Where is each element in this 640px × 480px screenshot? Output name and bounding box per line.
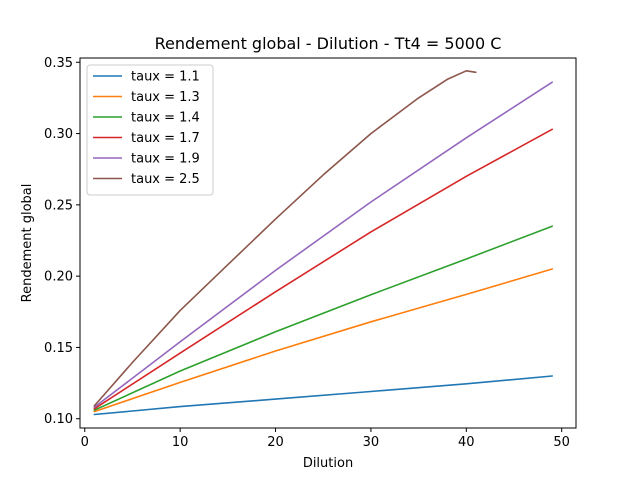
legend: taux = 1.1 taux = 1.3 taux = 1.4 taux = 1.7… xyxy=(86,64,214,196)
legend-label: taux = 1.4 xyxy=(131,111,200,126)
series-line-1 xyxy=(93,375,554,416)
x-axis-title: Dilution xyxy=(303,456,353,471)
y-tick-label: 0.10 xyxy=(44,412,73,427)
y-tick-label: 0.15 xyxy=(44,341,73,356)
series-line-3 xyxy=(93,225,554,412)
y-tick-label: 0.35 xyxy=(44,56,73,71)
series-line-6 xyxy=(93,70,477,407)
series-line-2 xyxy=(93,268,554,413)
legend-label: taux = 1.9 xyxy=(131,152,200,167)
series-line-4 xyxy=(93,128,554,410)
series-layer xyxy=(93,70,554,416)
x-tick-label: 20 xyxy=(267,435,284,450)
x-tick-label: 0 xyxy=(81,435,89,450)
x-tick-label: 40 xyxy=(458,435,475,450)
legend-label: taux = 2.5 xyxy=(131,172,200,187)
legend-label: taux = 1.7 xyxy=(131,131,200,146)
chart-title: Rendement global - Dilution - Tt4 = 5000… xyxy=(155,34,502,53)
y-tick-label: 0.25 xyxy=(44,198,73,213)
ticks-layer: 0 10 20 30 40 50 0.10 0.15 0.20 0.25 0.30 0.35 xyxy=(44,56,570,450)
plot-frame xyxy=(79,57,577,429)
legend-label: taux = 1.3 xyxy=(131,90,200,105)
x-tick-label: 10 xyxy=(172,435,189,450)
legend-frame xyxy=(86,64,214,196)
y-tick-label: 0.20 xyxy=(44,270,73,285)
x-tick-label: 30 xyxy=(363,435,380,450)
x-tick-label: 50 xyxy=(553,435,570,450)
y-tick-label: 0.30 xyxy=(44,127,73,142)
y-axis-title: Rendement global xyxy=(20,184,35,303)
legend-label: taux = 1.1 xyxy=(131,70,200,85)
series-line-5 xyxy=(93,81,554,409)
